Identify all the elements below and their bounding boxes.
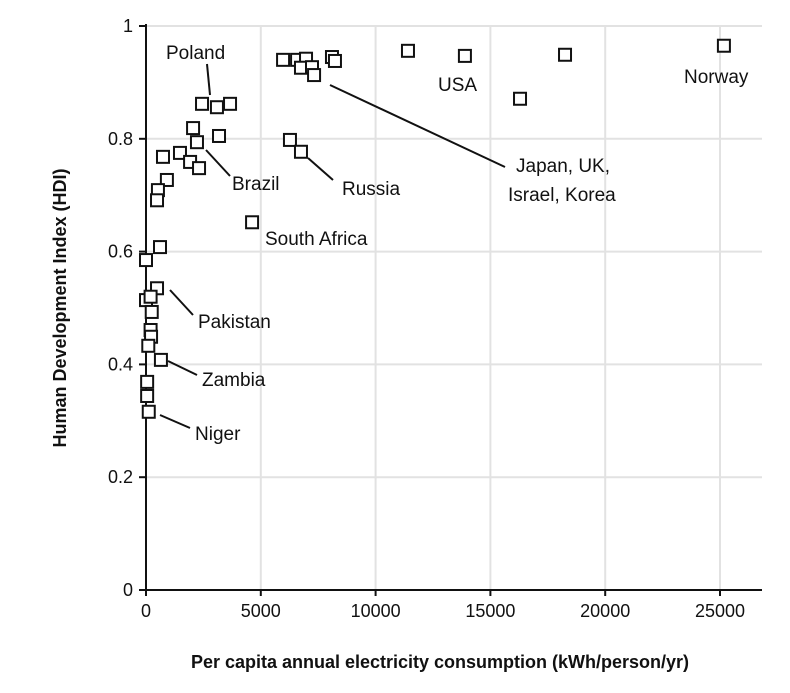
x-tick-label: 15000: [465, 601, 515, 621]
annotation-label: Israel, Korea: [508, 185, 616, 206]
data-point: [155, 149, 170, 164]
axes: 0 5000 10000 15000 20000 25000 0 0.2 0.4 0.6 0.8 1: [108, 16, 762, 621]
annotation-leader-line: [206, 63, 211, 96]
data-point: [282, 132, 297, 147]
data-point: [186, 121, 201, 136]
data-point: [140, 374, 155, 389]
data-point: [141, 338, 156, 353]
data-point: [144, 304, 159, 319]
data-point: [457, 48, 472, 63]
annotation-label: Russia: [342, 179, 401, 200]
data-point: [307, 68, 322, 83]
annotation-leader-line: [169, 289, 194, 316]
x-tick-label: 10000: [351, 601, 401, 621]
annotation-label: South Africa: [265, 229, 368, 250]
annotation-label: Niger: [195, 424, 241, 445]
annotation-label: Pakistan: [198, 312, 271, 333]
x-tick-label: 25000: [695, 601, 745, 621]
data-point: [293, 144, 308, 159]
annotation-label: Poland: [166, 43, 225, 64]
annotation-leader-line: [329, 84, 506, 168]
data-point: [276, 52, 291, 67]
y-tick-label: 0.2: [108, 467, 133, 487]
data-point: [212, 128, 227, 143]
annotation-label: USA: [438, 75, 477, 96]
data-point: [139, 253, 153, 268]
gridlines: [146, 25, 762, 590]
data-point: [153, 240, 168, 255]
data-point: [140, 388, 155, 403]
x-tick-label: 0: [141, 601, 151, 621]
data-point: [245, 215, 260, 230]
annotation-leader-line: [307, 157, 334, 181]
data-point: [195, 96, 210, 111]
data-point: [153, 352, 168, 367]
data-points: [139, 38, 731, 419]
data-point: [172, 145, 187, 160]
data-point: [209, 100, 224, 115]
y-tick-label: 0.8: [108, 129, 133, 149]
y-tick-label: 0.4: [108, 354, 133, 374]
data-point: [150, 193, 165, 208]
data-point: [513, 91, 528, 106]
y-tick-label: 0: [123, 580, 133, 600]
annotation-leader-line: [159, 414, 191, 429]
y-tick-label: 1: [123, 16, 133, 36]
annotation-label: Japan, UK,: [516, 156, 610, 177]
data-point: [143, 289, 158, 304]
annotations: Poland Brazil Russia South Africa Japan, UK,…: [159, 43, 749, 445]
y-axis-title: Human Development Index (HDI): [50, 168, 70, 447]
x-tick-label: 5000: [241, 601, 281, 621]
annotation-label: Brazil: [232, 174, 280, 195]
data-point: [159, 172, 174, 187]
data-point: [327, 53, 342, 68]
annotation-label: Zambia: [202, 370, 266, 391]
annotation-leader-line: [205, 149, 231, 177]
y-tick-label: 0.6: [108, 242, 133, 262]
data-point: [141, 404, 156, 419]
x-axis-title: Per capita annual electricity consumptio…: [191, 652, 689, 672]
data-point: [558, 47, 573, 62]
annotation-label: Norway: [684, 67, 749, 88]
data-point: [716, 38, 731, 53]
data-point: [400, 43, 415, 58]
data-point: [189, 135, 204, 150]
annotation-leader-line: [167, 360, 198, 376]
data-point: [223, 96, 238, 111]
data-point: [192, 161, 207, 176]
x-tick-label: 20000: [580, 601, 630, 621]
